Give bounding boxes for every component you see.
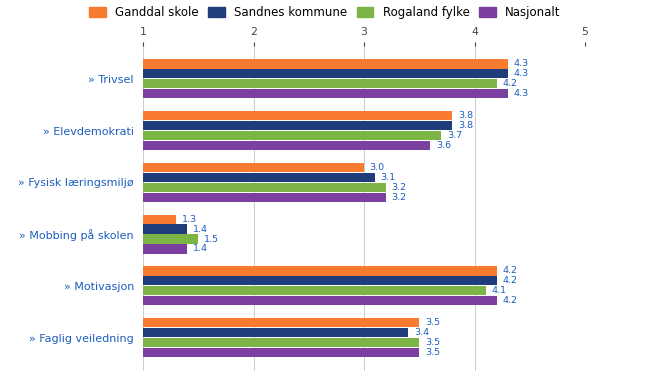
Text: 3.1: 3.1 [381,173,396,182]
Text: 4.2: 4.2 [502,79,517,88]
Bar [143,225,187,234]
Text: 3.5: 3.5 [425,338,440,347]
Bar [143,235,198,244]
Text: 3.4: 3.4 [413,328,429,337]
Text: 3.8: 3.8 [458,121,473,130]
Text: 3.2: 3.2 [391,183,407,192]
Bar [143,69,508,78]
Bar [143,131,441,140]
Text: 3.5: 3.5 [425,318,440,327]
Bar [143,296,497,305]
Bar [143,79,497,88]
Text: 4.2: 4.2 [502,296,517,305]
Text: 3.0: 3.0 [369,163,385,172]
Bar [143,328,408,337]
Bar [143,141,430,150]
Bar [143,276,497,285]
Bar [143,173,375,182]
Text: 1.4: 1.4 [192,244,208,253]
Bar [143,163,364,172]
Bar [143,348,419,357]
Bar [143,266,497,275]
Bar [143,111,452,120]
Text: 3.2: 3.2 [391,193,407,202]
Bar [143,121,452,130]
Text: 4.3: 4.3 [514,70,528,78]
Text: 4.3: 4.3 [514,89,528,98]
Text: 1.3: 1.3 [182,215,197,224]
Text: 1.4: 1.4 [192,225,208,234]
Bar [143,338,419,347]
Bar [143,59,508,68]
Text: 4.1: 4.1 [491,286,506,295]
Text: 4.3: 4.3 [514,60,528,68]
Text: 1.5: 1.5 [204,235,219,244]
Legend: Ganddal skole, Sandnes kommune, Rogaland fylke, Nasjonalt: Ganddal skole, Sandnes kommune, Rogaland… [89,6,561,19]
Text: 4.2: 4.2 [502,266,517,275]
Text: 3.6: 3.6 [436,141,451,150]
Text: 3.8: 3.8 [458,111,473,120]
Bar [143,193,386,202]
Text: 4.2: 4.2 [502,276,517,285]
Bar [143,286,486,295]
Bar [143,215,176,224]
Bar [143,244,187,254]
Bar [143,183,386,192]
Text: 3.7: 3.7 [447,131,462,140]
Text: 3.5: 3.5 [425,348,440,357]
Bar [143,318,419,327]
Bar [143,89,508,98]
